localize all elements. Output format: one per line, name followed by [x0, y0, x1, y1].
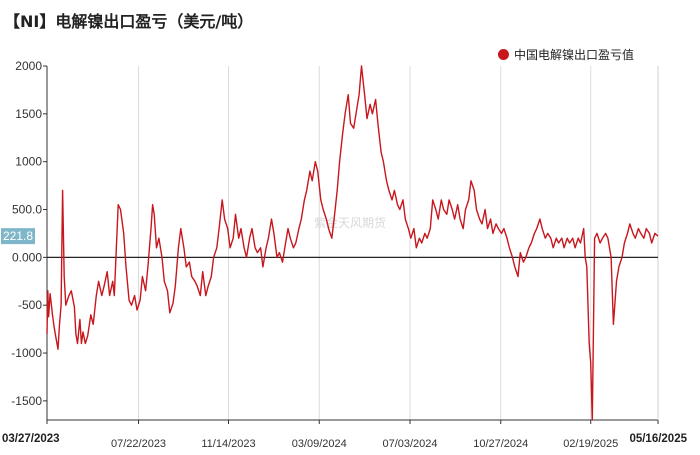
legend-series-label: 中国电解镍出口盈亏值	[513, 48, 634, 62]
x-tick-label: 07/03/2024	[382, 438, 437, 450]
y-tick-label: 500.0	[12, 203, 42, 217]
y-tick-label: -1500	[11, 394, 42, 408]
watermark-text: 紫金天风期货	[314, 215, 386, 230]
x-tick-label: 11/14/2023	[201, 438, 255, 450]
y-tick-label: 1000	[15, 155, 42, 169]
x-tick-label: 03/09/2024	[292, 438, 347, 450]
last-value-label: 221.8	[3, 229, 33, 243]
chart-title: 【NI】电解镍出口盈亏（美元/吨）	[4, 12, 254, 31]
y-tick-label: 2000	[15, 59, 42, 73]
series-line-export-profit	[46, 65, 659, 421]
x-tick-label: 10/27/2024	[473, 438, 528, 450]
x-tick-label: 02/19/2025	[563, 438, 618, 450]
y-tick-label: -1000	[11, 346, 42, 360]
y-tick-label: 0.000	[12, 250, 42, 264]
last-value-box	[1, 228, 35, 245]
legend-series-marker	[497, 49, 509, 60]
x-tick-label: 05/16/2025	[629, 433, 687, 445]
x-tick-label: 03/27/2023	[2, 433, 60, 445]
y-tick-label: 1500	[15, 107, 42, 121]
y-tick-label: -500	[18, 298, 42, 312]
x-tick-label: 07/22/2023	[111, 438, 166, 450]
chart-legend[interactable]: 中国电解镍出口盈亏值	[497, 46, 634, 63]
